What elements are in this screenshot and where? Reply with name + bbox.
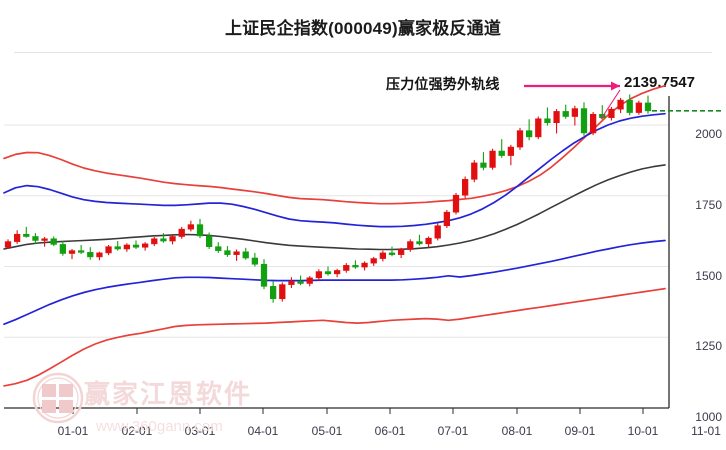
candlestick — [114, 241, 121, 251]
candlestick — [169, 234, 176, 245]
candlestick — [334, 268, 341, 278]
candlestick — [553, 109, 560, 134]
candlestick — [68, 248, 76, 260]
annotation-leader-line — [600, 89, 621, 120]
candlestick — [644, 95, 652, 114]
channel-line-middle — [3, 164, 666, 251]
candlestick — [196, 218, 204, 239]
x-tick-label: 07-01 — [437, 424, 469, 438]
arrow-right-icon — [611, 81, 620, 91]
candlestick — [361, 261, 368, 271]
candlestick — [50, 236, 57, 247]
channel-line-outer_upper — [3, 84, 666, 205]
candlestick — [443, 209, 450, 229]
candlestick — [14, 230, 21, 244]
channel-line-inner_lower — [3, 239, 666, 326]
x-tick-label: 06-01 — [374, 424, 406, 438]
candlestick — [105, 244, 112, 256]
channel-line-outer_lower — [3, 287, 666, 387]
y-tick-label: 1500 — [695, 268, 722, 283]
x-tick-label: 10-01 — [627, 424, 659, 438]
candlestick — [78, 244, 85, 255]
candlestick — [626, 94, 633, 116]
candlestick — [233, 249, 240, 261]
x-tick-label: 02-01 — [121, 424, 153, 438]
candlestick — [324, 266, 332, 276]
candlestick — [178, 226, 185, 239]
candlestick — [562, 104, 569, 119]
resistance-annotation-value: 2139.7547 — [624, 74, 695, 91]
candlestick — [370, 256, 377, 266]
candlestick — [206, 232, 213, 249]
candlestick — [535, 116, 542, 140]
x-tick-label: 11-01 — [691, 424, 721, 438]
resistance-annotation-label: 压力位强势外轨线 — [386, 76, 500, 92]
candlestick — [544, 107, 551, 126]
candlestick — [480, 152, 487, 171]
candlestick — [306, 276, 313, 287]
candlestick — [379, 250, 386, 262]
candlestick — [516, 127, 524, 150]
candlestick — [87, 247, 94, 260]
x-tick-label: 04-01 — [247, 424, 279, 438]
candlestick — [279, 282, 286, 302]
candlestick — [407, 239, 414, 252]
candlestick — [498, 139, 505, 158]
candlestick — [388, 246, 396, 257]
y-tick-label: 1250 — [695, 339, 722, 354]
candlestick — [590, 111, 597, 136]
candlestick — [41, 237, 48, 247]
candlestick — [297, 275, 304, 286]
candlestick — [617, 97, 624, 114]
x-tick-label: 08-01 — [501, 424, 533, 438]
candlestick — [187, 220, 194, 232]
y-tick-label: 1750 — [695, 197, 722, 212]
candlestick — [434, 223, 441, 241]
candlestick — [23, 226, 30, 238]
candlestick — [580, 102, 588, 136]
candlestick — [471, 160, 478, 183]
candlestick — [4, 239, 12, 249]
candlestick — [251, 252, 258, 267]
candlestick — [224, 246, 231, 257]
candlestick — [635, 100, 642, 115]
candlestick — [96, 251, 103, 261]
candlestick — [315, 269, 322, 281]
candlestick — [270, 281, 277, 303]
title-divider — [14, 52, 712, 53]
x-tick-label: 09-01 — [564, 424, 596, 438]
channel-line-inner_upper — [3, 112, 666, 228]
candlestick — [489, 148, 496, 170]
y-tick-label: 2000 — [695, 127, 722, 141]
candlestick — [242, 247, 249, 260]
candlestick — [59, 241, 66, 256]
candlestick — [507, 144, 514, 166]
x-tick-label: 05-01 — [311, 424, 343, 438]
candlestick — [425, 236, 432, 248]
candlestick — [398, 247, 405, 259]
candlestick — [123, 243, 130, 252]
candlestick — [32, 233, 39, 244]
page-title: 上证民企指数(000049)赢家极反通道 — [224, 19, 502, 38]
candlestick — [571, 105, 578, 126]
candlestick — [416, 234, 423, 246]
candlestick — [462, 176, 469, 199]
y-tick-label: 1000 — [695, 410, 722, 424]
candlestick — [452, 192, 460, 215]
candlestick — [352, 260, 359, 269]
candlestick — [142, 242, 149, 251]
candlestick — [343, 263, 350, 273]
candlestick — [151, 237, 158, 247]
candlestick — [132, 240, 140, 249]
x-tick-label: 01-01 — [57, 424, 89, 438]
candlestick — [215, 242, 222, 253]
candlestick — [160, 233, 167, 243]
candlestick — [608, 106, 615, 121]
x-tick-label: 03-01 — [184, 424, 216, 438]
candlestick — [288, 277, 295, 289]
candlestick — [260, 259, 268, 290]
candlestick — [526, 119, 533, 141]
